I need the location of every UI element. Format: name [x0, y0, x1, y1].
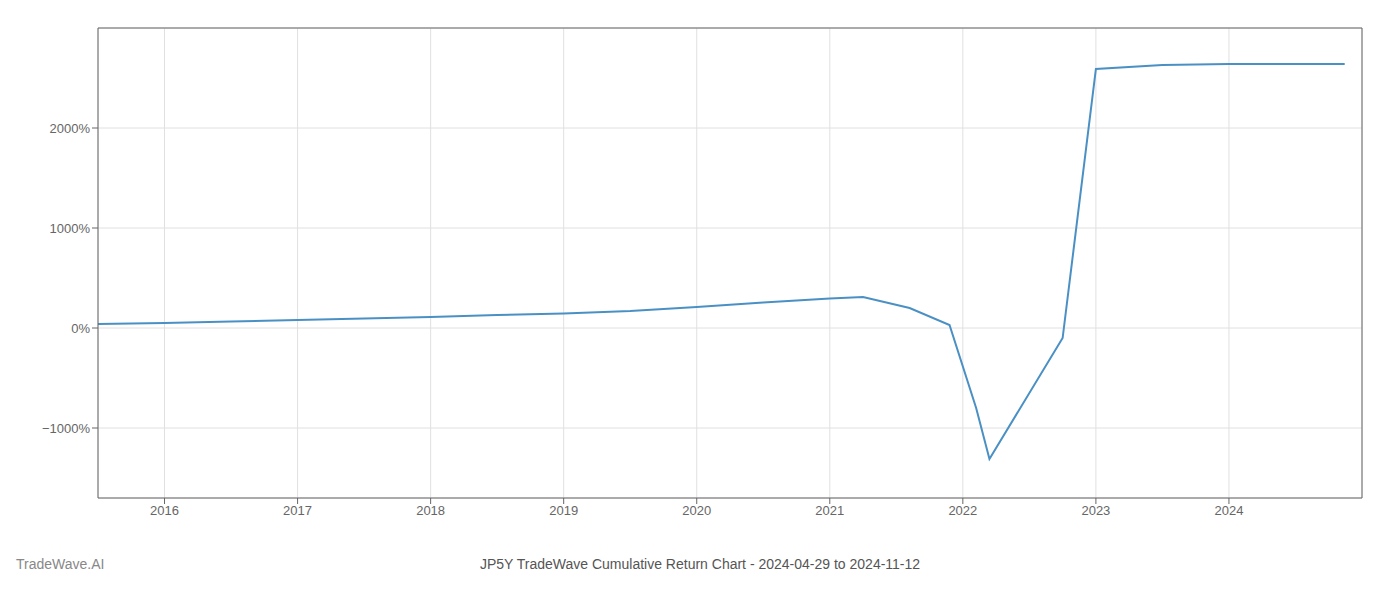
svg-text:2022: 2022 [948, 503, 977, 518]
svg-text:2020: 2020 [682, 503, 711, 518]
svg-text:2019: 2019 [549, 503, 578, 518]
svg-text:2024: 2024 [1214, 503, 1243, 518]
svg-text:1000%: 1000% [50, 221, 91, 236]
svg-text:2021: 2021 [815, 503, 844, 518]
svg-text:0%: 0% [71, 321, 90, 336]
svg-text:2023: 2023 [1081, 503, 1110, 518]
svg-text:2000%: 2000% [50, 121, 91, 136]
svg-text:−1000%: −1000% [42, 421, 91, 436]
svg-text:2016: 2016 [150, 503, 179, 518]
svg-text:2017: 2017 [283, 503, 312, 518]
svg-text:2018: 2018 [416, 503, 445, 518]
html-text:JP5Y TradeWave Cumulative Retu: JP5Y TradeWave Cumulative Return Chart -… [479, 556, 921, 572]
html-text:TradeWave.AI: TradeWave.AI [16, 556, 105, 572]
